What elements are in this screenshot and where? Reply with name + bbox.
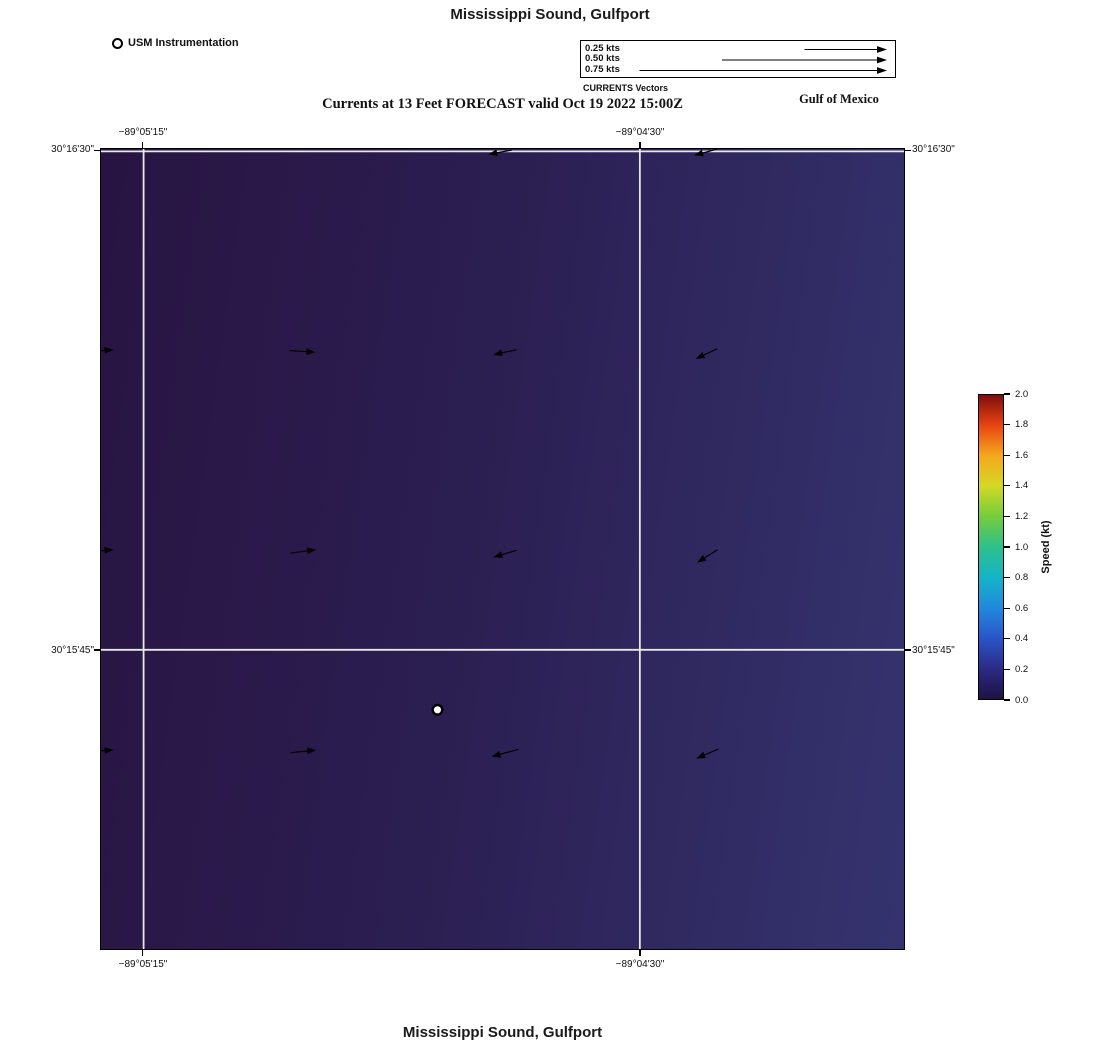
station-legend: USM Instrumentation: [112, 37, 239, 49]
current-vector-head: [493, 349, 503, 357]
colorbar-tick-label: 0.4: [1015, 633, 1029, 645]
colorbar-label: Speed (kt): [1040, 520, 1052, 574]
colorbar-tick: [1004, 393, 1010, 395]
current-vector-tail: [290, 550, 308, 554]
colorbar-tick: [1004, 668, 1010, 670]
current-speed-map: [100, 148, 905, 950]
axis-tick: [141, 950, 144, 956]
vector-scale-legend: 0.25 kts 0.50 kts 0.75 kts: [580, 40, 896, 78]
current-vector-tail: [289, 349, 307, 353]
figure-title-top: Mississippi Sound, Gulfport: [450, 6, 650, 23]
current-vector-tail: [704, 549, 718, 559]
axis-label-lat-left-bottom: 30°15'45": [51, 645, 94, 656]
axis-label-lon-top-left: −89°05'15": [118, 127, 168, 138]
colorbar-tick: [1004, 424, 1010, 426]
colorbar: [978, 394, 1004, 700]
current-vector-tail: [499, 748, 519, 755]
current-vector-head: [491, 751, 502, 758]
station-marker-icon: [112, 37, 123, 49]
colorbar-tick-label: 1.2: [1015, 510, 1029, 522]
current-vector-head: [696, 751, 706, 759]
axis-label-lat-right-top: 30°16'30": [912, 144, 955, 155]
colorbar-tick-label: 0.8: [1015, 572, 1029, 584]
current-vector-head: [488, 149, 498, 157]
colorbar-tick: [1004, 515, 1010, 517]
vector-scale-label: 0.75 kts: [585, 63, 620, 75]
axis-tick: [94, 149, 100, 152]
colorbar-tick-label: 0.0: [1015, 694, 1029, 706]
colorbar-tick-label: 0.6: [1015, 602, 1029, 614]
axis-label-lon-bottom-right: −89°04'30": [615, 959, 665, 970]
figure-title-bottom: Mississippi Sound, Gulfport: [402, 1024, 603, 1041]
colorbar-tick-label: 2.0: [1015, 388, 1029, 400]
colorbar-tick: [1004, 454, 1010, 456]
current-vector-head: [104, 347, 114, 354]
colorbar-tick-label: 1.4: [1015, 480, 1029, 492]
current-vector-tail: [702, 149, 718, 154]
axis-tick: [905, 649, 911, 651]
scale-arrow-head: [877, 56, 887, 64]
colorbar-ticks: 2.0 1.8 1.6 1.4 1.2 1.0 0.8 0.6 0.4 0.2 0.0: [1004, 389, 1064, 706]
vector-scale-label: 0.50 kts: [585, 53, 620, 65]
axis-tick: [639, 950, 641, 956]
region-label: Gulf of Mexico: [799, 92, 879, 106]
axis-label-lon-bottom-left: −89°05'15": [118, 959, 168, 970]
station-marker: [431, 703, 444, 716]
current-vector-head: [104, 747, 114, 754]
current-vector-tail: [501, 549, 517, 556]
current-vector-head: [697, 554, 707, 563]
station-legend-label: USM Instrumentation: [128, 37, 239, 49]
axis-label-lat-left-top: 30°16'30": [51, 144, 94, 155]
current-vector-tail: [497, 149, 512, 154]
colorbar-tick: [1004, 577, 1010, 579]
vector-scale-label: 0.25 kts: [585, 43, 620, 54]
colorbar-tick: [1004, 546, 1010, 548]
current-vector-head: [104, 547, 114, 554]
vector-scale-arrows: [639, 46, 887, 74]
current-vector-tail: [290, 750, 308, 754]
current-vector-head: [493, 551, 503, 558]
axis-label-lon-top-right: −89°04'30": [615, 127, 665, 138]
current-vector-head: [694, 149, 704, 157]
colorbar-tick-label: 1.8: [1015, 419, 1029, 431]
current-vector-tail: [704, 748, 719, 756]
axis-tick: [94, 649, 100, 651]
colorbar-tick: [1004, 699, 1010, 701]
current-vector-tail: [101, 749, 105, 752]
figure-subtitle: Currents at 13 Feet FORECAST valid Oct 1…: [322, 96, 683, 112]
colorbar-tick: [1004, 485, 1010, 487]
colorbar-tick: [1004, 638, 1010, 640]
axis-label-lat-right-bottom: 30°15'45": [912, 645, 955, 656]
current-vector-head: [306, 348, 316, 356]
axis-tick: [141, 142, 144, 148]
current-vector-tail: [101, 349, 105, 352]
current-vector-tail: [501, 349, 517, 354]
current-vector-head: [306, 747, 317, 755]
colorbar-tick: [1004, 607, 1010, 609]
colorbar-tick-label: 1.0: [1015, 541, 1029, 553]
axis-tick: [639, 142, 641, 148]
current-vector-head: [695, 352, 706, 359]
current-vector-head: [306, 547, 317, 555]
axis-tick: [905, 149, 911, 152]
scale-arrow-head: [877, 67, 887, 74]
current-vector-tail: [101, 549, 105, 552]
scale-arrow-head: [877, 46, 887, 53]
map-overlay: [101, 149, 904, 949]
vectors-caption: CURRENTS Vectors: [583, 83, 669, 93]
colorbar-tick-label: 0.2: [1015, 663, 1029, 675]
current-vector-tail: [703, 348, 718, 356]
colorbar-tick-label: 1.6: [1015, 449, 1029, 461]
